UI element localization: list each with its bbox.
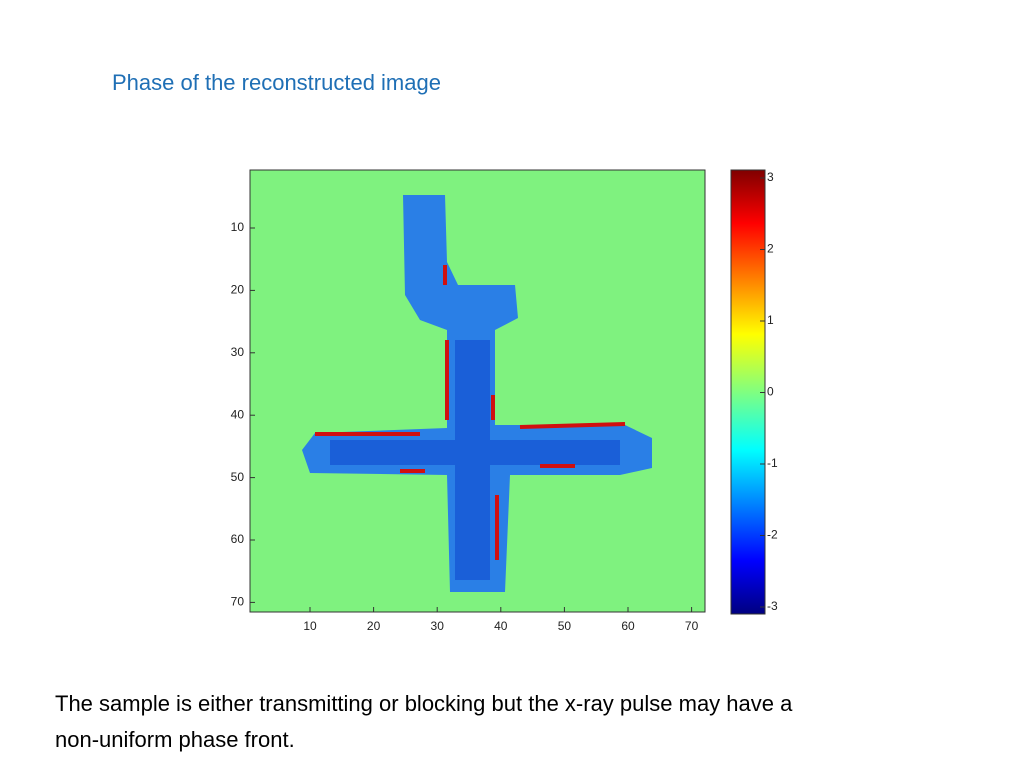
caption-line: The sample is either transmitting or blo… — [55, 691, 793, 716]
x-tick-label: 20 — [367, 619, 381, 633]
colorbar — [730, 169, 766, 615]
phase-edges — [315, 265, 626, 560]
colorbar-tick-label: -1 — [767, 456, 778, 470]
colorbar-tick-label: -2 — [767, 528, 778, 542]
x-tick-label: 30 — [431, 619, 445, 633]
y-tick-label: 20 — [231, 283, 245, 297]
colorbar-tick-label: 1 — [767, 313, 774, 327]
y-tick-label: 50 — [231, 470, 245, 484]
phase-core — [330, 340, 620, 580]
x-tick-label: 50 — [558, 619, 572, 633]
x-tick-label: 40 — [494, 619, 508, 633]
colorbar-tick-label: -3 — [767, 599, 778, 613]
x-tick-label: 60 — [621, 619, 635, 633]
y-tick-label: 60 — [231, 532, 245, 546]
y-tick-label: 30 — [231, 345, 245, 359]
colorbar-tick-label: 3 — [767, 170, 774, 184]
colorbar-tick-label: 0 — [767, 385, 774, 399]
slide-title: Phase of the reconstructed image — [112, 70, 441, 95]
y-tick-label: 10 — [231, 220, 245, 234]
x-tick-label: 70 — [685, 619, 699, 633]
x-tick-label: 10 — [303, 619, 317, 633]
caption-line: non-uniform phase front. — [55, 727, 295, 752]
y-tick-label: 70 — [231, 595, 245, 609]
y-tick-label: 40 — [231, 407, 245, 421]
colorbar-tick-label: 2 — [767, 242, 774, 256]
